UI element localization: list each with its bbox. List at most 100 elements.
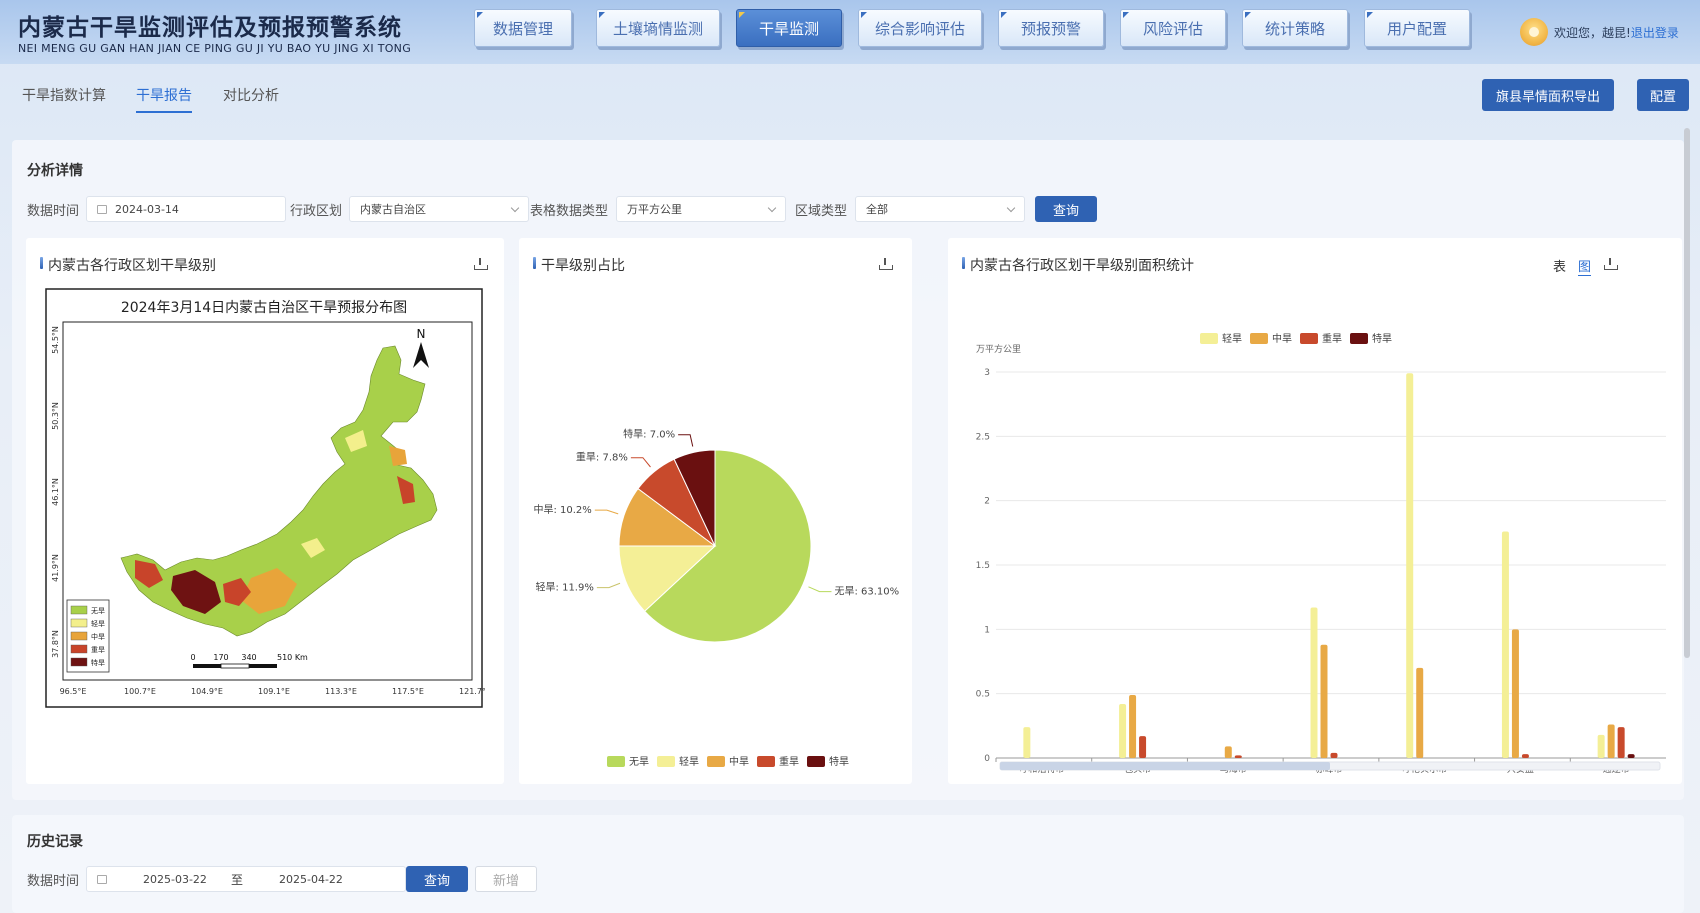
pie-legend-swatch	[807, 756, 825, 767]
nav-soil-moisture[interactable]: 土壤墒情监测	[596, 9, 720, 47]
nav-drought-monitoring[interactable]: 干旱监测	[736, 9, 842, 47]
analysis-title: 分析详情	[27, 163, 83, 179]
history-date-range[interactable]: 2025-03-22 至 2025-04-22	[86, 866, 406, 892]
history-date-label: 数据时间	[27, 874, 80, 889]
nav-label: 统计策略	[1264, 19, 1325, 38]
lon-label: 109.1°E	[258, 687, 290, 696]
pie-legend-label: 特旱	[829, 756, 849, 768]
map-patch-severe-west	[223, 578, 251, 606]
pie-chart: 无旱: 63.10% 轻旱: 11.9% 中旱: 10.2% 重旱: 7.8% 特旱: …	[533, 429, 899, 768]
history-start-date: 2025-03-22	[143, 872, 207, 886]
pie-card-title: 干旱级别占比	[533, 255, 625, 275]
tab-drought-index[interactable]: 干旱指数计算	[22, 88, 106, 104]
unit-select[interactable]: 万平方公里	[616, 196, 786, 222]
pie-legend-swatch	[707, 756, 725, 767]
pie-leader-line	[596, 582, 621, 589]
export-area-button[interactable]: 旗县旱情面积导出	[1482, 79, 1614, 111]
bar	[1224, 746, 1232, 758]
chevron-down-icon	[767, 203, 777, 213]
pie-legend-label: 重旱	[779, 755, 799, 768]
map-patch-moderate	[389, 446, 407, 466]
scale-bar-seg	[193, 664, 221, 668]
page-scrollbar[interactable]	[1684, 128, 1690, 658]
add-button[interactable]: 新增	[475, 866, 537, 892]
lat-label: 54.5°N	[51, 326, 60, 354]
drought-map: 2024年3月14日内蒙古自治区干旱预报分布图 N 54.5°N 50.3°N 46…	[45, 288, 485, 708]
lon-label: 117.5°E	[392, 687, 424, 696]
y-tick-label: 0	[984, 754, 990, 764]
bar-legend-label: 轻旱	[1222, 332, 1242, 345]
pie-label: 重旱: 7.8%	[576, 451, 628, 464]
tab-drought-report[interactable]: 干旱报告	[136, 85, 192, 113]
nav-forecast-warning[interactable]: 预报预警	[998, 9, 1104, 47]
map-legend-swatch	[70, 618, 88, 628]
nav-label: 干旱监测	[758, 19, 819, 38]
bar-legend-label: 中旱	[1272, 332, 1292, 345]
nav-label: 数据管理	[492, 19, 553, 38]
nav-impact-assessment[interactable]: 综合影响评估	[858, 9, 982, 47]
bar	[1234, 755, 1242, 758]
download-icon[interactable]	[879, 258, 893, 270]
bar	[1521, 754, 1529, 758]
nav-risk-assessment[interactable]: 风险评估	[1120, 9, 1226, 47]
lon-label: 104.9°E	[191, 687, 223, 696]
scale-label: 170	[213, 653, 228, 662]
latitude-labels: 54.5°N 50.3°N 46.1°N 41.9°N 37.8°N	[51, 326, 60, 658]
unit-label: 表格数据类型	[530, 204, 609, 219]
map-card: 内蒙古各行政区划干旱级别 2024年3月14日内蒙古自治区干旱预报分布图 N 5…	[26, 238, 504, 784]
bar	[1119, 703, 1127, 758]
pie-legend-swatch	[657, 756, 675, 767]
pie-leader-line	[630, 457, 651, 468]
range-separator: 至	[231, 872, 244, 887]
map-legend-swatch	[70, 605, 88, 615]
area-type-label: 区域类型	[795, 204, 848, 219]
date-value: 2024-03-14	[115, 202, 179, 216]
nav-label: 土壤墒情监测	[612, 19, 703, 38]
pie-leader-line	[678, 434, 694, 447]
nav-statistics[interactable]: 统计策略	[1242, 9, 1348, 47]
lat-label: 46.1°N	[51, 478, 60, 506]
scale-labels: 0 170 340 510 Km	[190, 653, 308, 662]
nav-label: 用户配置	[1386, 19, 1447, 38]
scale-bar-seg	[220, 663, 250, 669]
nav-label: 预报预警	[1020, 19, 1081, 38]
y-tick-label: 2.5	[976, 432, 990, 442]
avatar[interactable]	[1520, 18, 1548, 46]
scale-label: 0	[190, 653, 195, 662]
bar-chart: 万平方公里00.511.522.53呼和浩特市包头市乌海市赤峰市呼伦贝尔市兴安盟…	[976, 332, 1666, 775]
region-value: 内蒙古自治区	[360, 203, 426, 216]
table-view-toggle[interactable]: 表	[1553, 260, 1567, 275]
download-icon[interactable]	[474, 258, 488, 270]
map-patch-severe	[397, 476, 415, 504]
chart-view-toggle[interactable]: 图	[1578, 256, 1592, 276]
app-title: 内蒙古干旱监测评估及预报预警系统	[18, 15, 402, 41]
nav-user-config[interactable]: 用户配置	[1364, 9, 1470, 47]
north-arrow-icon	[413, 342, 429, 368]
map-legend-swatch	[70, 657, 88, 667]
area-type-select[interactable]: 全部	[855, 196, 1025, 222]
tab-comparison[interactable]: 对比分析	[223, 88, 279, 104]
history-query-button[interactable]: 查询	[406, 866, 468, 892]
pie-label: 无旱: 63.10%	[834, 586, 899, 598]
y-axis-label: 万平方公里	[976, 343, 1021, 355]
y-tick-label: 1	[984, 625, 990, 635]
scale-label: 510 Km	[277, 653, 308, 662]
region-select[interactable]: 内蒙古自治区	[349, 196, 529, 222]
calendar-icon	[97, 874, 107, 884]
history-title: 历史记录	[27, 834, 83, 850]
logout-link[interactable]: 退出登录	[1630, 25, 1679, 40]
pie-leader-line	[594, 509, 619, 515]
date-input[interactable]: 2024-03-14	[86, 196, 286, 222]
bar	[1501, 531, 1509, 758]
nav-data-management[interactable]: 数据管理	[474, 9, 572, 47]
y-tick-label: 1.5	[976, 561, 990, 571]
download-icon[interactable]	[1604, 258, 1618, 270]
bar	[1139, 736, 1147, 758]
map-patch-moderate-west	[241, 568, 297, 614]
bar	[1607, 724, 1615, 758]
query-button[interactable]: 查询	[1035, 196, 1097, 222]
scale-bar-seg	[249, 664, 277, 668]
pie-legend-label: 无旱	[629, 756, 649, 768]
config-button[interactable]: 配置	[1637, 79, 1689, 111]
